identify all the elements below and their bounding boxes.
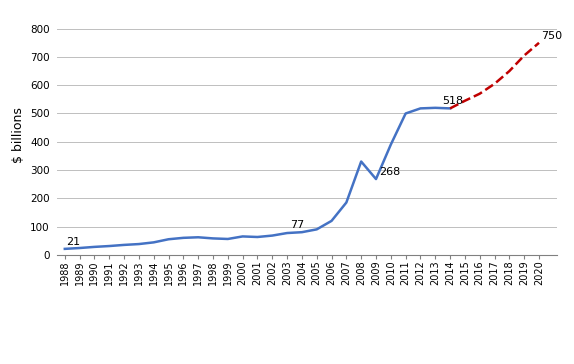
Total Trade xyxy=(91,245,98,249)
Total Trade xyxy=(358,159,364,164)
Total Trade xyxy=(165,237,172,241)
Total Trade xyxy=(402,111,409,116)
Total Trade xyxy=(417,106,424,111)
Total Trade xyxy=(313,227,320,232)
Predicted trade xyxy=(447,106,453,111)
Total Trade xyxy=(121,243,127,247)
Total Trade xyxy=(373,177,379,181)
Total Trade xyxy=(387,142,394,147)
Total Trade xyxy=(298,230,305,234)
Total Trade xyxy=(210,236,216,241)
Total Trade xyxy=(106,244,113,248)
Predicted trade xyxy=(476,91,483,96)
Text: 750: 750 xyxy=(541,31,563,40)
Total Trade xyxy=(447,106,453,111)
Total Trade xyxy=(180,236,187,240)
Text: 21: 21 xyxy=(66,237,80,246)
Total Trade xyxy=(432,106,439,110)
Total Trade xyxy=(61,247,68,251)
Total Trade xyxy=(135,242,142,246)
Predicted trade xyxy=(536,41,542,45)
Total Trade xyxy=(76,246,83,250)
Total Trade xyxy=(239,234,246,239)
Line: Total Trade: Total Trade xyxy=(65,108,450,249)
Y-axis label: $ billions: $ billions xyxy=(11,107,25,163)
Text: 518: 518 xyxy=(443,96,464,106)
Total Trade xyxy=(343,200,350,205)
Total Trade xyxy=(224,237,231,241)
Total Trade xyxy=(328,219,335,223)
Text: 268: 268 xyxy=(379,167,400,177)
Total Trade xyxy=(269,233,276,238)
Predicted trade xyxy=(491,82,498,86)
Total Trade xyxy=(195,235,201,240)
Total Trade xyxy=(284,231,290,235)
Text: 77: 77 xyxy=(290,220,304,230)
Predicted trade xyxy=(521,54,528,58)
Predicted trade xyxy=(461,99,468,103)
Total Trade xyxy=(254,235,261,239)
Predicted trade xyxy=(506,69,513,73)
Total Trade xyxy=(150,240,157,245)
Line: Predicted trade: Predicted trade xyxy=(450,43,539,108)
